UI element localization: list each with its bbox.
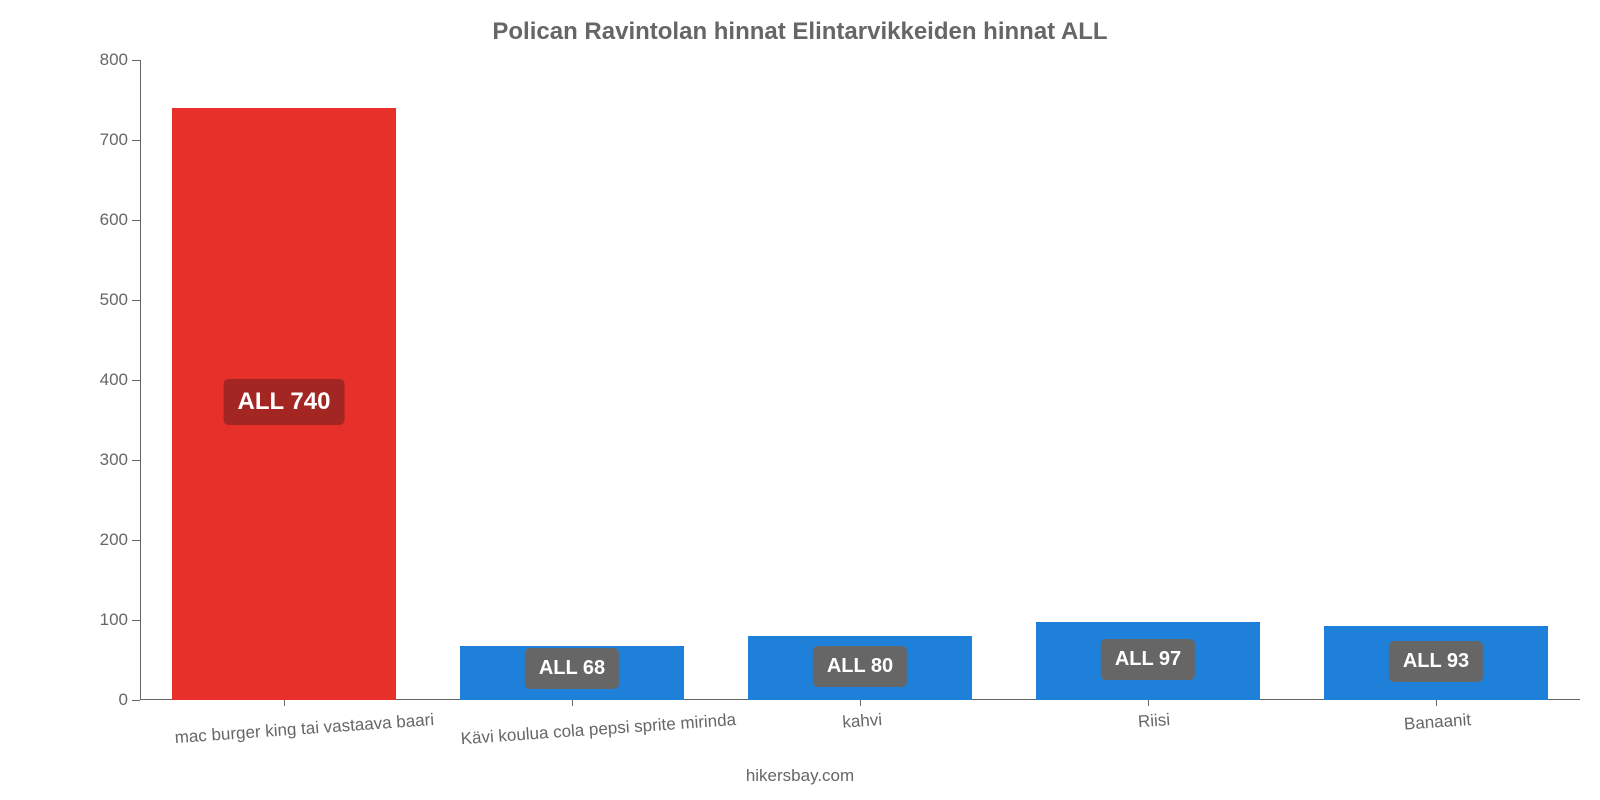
- chart-title: Polican Ravintolan hinnat Elintarvikkeid…: [0, 18, 1600, 46]
- y-tick: [132, 140, 140, 141]
- y-tick: [132, 60, 140, 61]
- y-tick-label: 200: [100, 530, 128, 550]
- y-tick: [132, 540, 140, 541]
- y-axis: [140, 60, 141, 700]
- x-tick-label: Kävi koulua cola pepsi sprite mirinda: [460, 710, 737, 749]
- price-bar-chart: Polican Ravintolan hinnat Elintarvikkeid…: [0, 0, 1600, 800]
- plot-area: 0100200300400500600700800ALL 740mac burg…: [140, 60, 1580, 700]
- y-tick: [132, 460, 140, 461]
- y-tick: [132, 620, 140, 621]
- y-tick-label: 700: [100, 130, 128, 150]
- x-tick: [572, 700, 573, 706]
- bar-value-badge: ALL 93: [1389, 641, 1483, 682]
- y-tick-label: 400: [100, 370, 128, 390]
- x-tick-label: mac burger king tai vastaava baari: [174, 710, 435, 748]
- y-tick-label: 800: [100, 50, 128, 70]
- x-tick: [860, 700, 861, 706]
- x-tick-label: kahvi: [842, 710, 883, 733]
- x-tick: [1436, 700, 1437, 706]
- attribution-text: hikersbay.com: [0, 766, 1600, 786]
- x-tick: [284, 700, 285, 706]
- y-tick-label: 500: [100, 290, 128, 310]
- y-tick-label: 300: [100, 450, 128, 470]
- bar-value-badge: ALL 740: [224, 379, 345, 425]
- y-tick-label: 600: [100, 210, 128, 230]
- x-tick-label: Riisi: [1137, 710, 1170, 732]
- x-tick-label: Banaanit: [1404, 710, 1472, 735]
- y-tick-label: 0: [119, 690, 128, 710]
- y-tick: [132, 700, 140, 701]
- y-tick: [132, 300, 140, 301]
- y-tick: [132, 220, 140, 221]
- bar-value-badge: ALL 97: [1101, 639, 1195, 680]
- bar-value-badge: ALL 68: [525, 648, 619, 689]
- bar-value-badge: ALL 80: [813, 646, 907, 687]
- y-tick-label: 100: [100, 610, 128, 630]
- y-tick: [132, 380, 140, 381]
- x-tick: [1148, 700, 1149, 706]
